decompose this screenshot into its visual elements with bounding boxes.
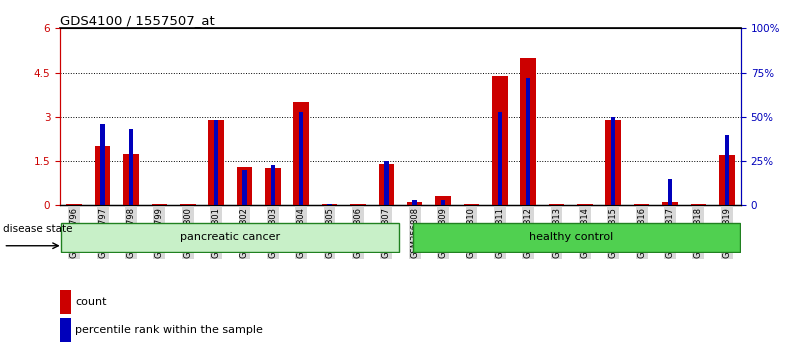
Bar [100, 124, 105, 205]
Bar [719, 155, 735, 205]
Bar [236, 167, 252, 205]
Bar [413, 200, 417, 205]
Bar [526, 78, 530, 205]
Bar [435, 196, 451, 205]
Bar [60, 318, 71, 342]
Text: healthy control: healthy control [529, 232, 613, 242]
Text: pancreatic cancer: pancreatic cancer [180, 232, 280, 242]
Bar [66, 204, 82, 205]
Bar [606, 120, 621, 205]
Text: GDS4100 / 1557507_at: GDS4100 / 1557507_at [60, 14, 215, 27]
FancyBboxPatch shape [62, 223, 399, 251]
Bar [497, 112, 502, 205]
Bar [384, 161, 388, 205]
Bar [208, 120, 224, 205]
Bar [242, 170, 247, 205]
Bar [379, 164, 394, 205]
Bar [407, 202, 422, 205]
Bar [634, 204, 650, 205]
Bar [129, 129, 133, 205]
Bar [521, 58, 536, 205]
Bar [293, 102, 309, 205]
Bar [299, 112, 304, 205]
Text: count: count [75, 297, 107, 307]
Bar [492, 75, 508, 205]
Bar [214, 120, 219, 205]
Bar [668, 179, 672, 205]
Bar [271, 165, 275, 205]
Bar [611, 117, 615, 205]
Bar [328, 204, 332, 205]
FancyBboxPatch shape [413, 223, 739, 251]
Bar [60, 290, 71, 314]
Bar [662, 202, 678, 205]
Bar [95, 146, 111, 205]
Bar [265, 169, 280, 205]
Bar [725, 135, 729, 205]
Text: percentile rank within the sample: percentile rank within the sample [75, 325, 264, 335]
Bar [441, 200, 445, 205]
Bar [123, 154, 139, 205]
Text: disease state: disease state [3, 224, 73, 234]
